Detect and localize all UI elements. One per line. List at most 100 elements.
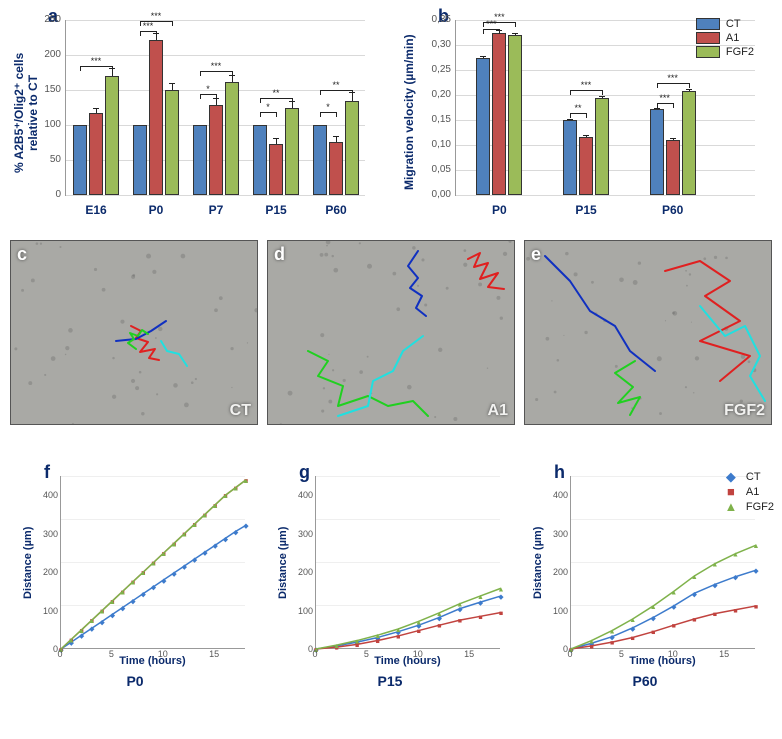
svg-text:◆: ◆ — [202, 550, 208, 557]
svg-text:▲: ▲ — [191, 522, 198, 529]
line-legend-item-FGF2: ▲FGF2 — [720, 500, 774, 513]
svg-text:■: ■ — [651, 630, 655, 637]
svg-text:■: ■ — [458, 618, 462, 625]
svg-text:▲: ▲ — [171, 541, 178, 548]
svg-text:▲: ▲ — [395, 627, 402, 634]
svg-text:▲: ▲ — [498, 586, 505, 593]
svg-text:▲: ▲ — [201, 512, 208, 519]
panel-e-label: e — [531, 244, 541, 265]
xcat-P60: P60 — [311, 203, 361, 217]
svg-text:◆: ◆ — [692, 591, 698, 598]
svg-text:◆: ◆ — [753, 568, 759, 575]
bar-P15-CT — [563, 120, 577, 195]
micrograph-d: d A1 — [267, 240, 515, 425]
svg-text:◆: ◆ — [498, 594, 504, 601]
micrograph-e: eFGF2 — [524, 240, 772, 425]
linechart-ytitle: Distance (µm) — [532, 476, 544, 649]
xcat-P7: P7 — [191, 203, 241, 217]
svg-text:◆: ◆ — [171, 571, 177, 578]
figure-root: a % A2B5⁺/Olig2⁺ cells relative to CT 05… — [0, 0, 782, 739]
svg-text:▲: ▲ — [129, 580, 136, 587]
svg-text:◆: ◆ — [130, 599, 136, 606]
svg-text:▲: ▲ — [588, 639, 595, 646]
svg-text:■: ■ — [610, 640, 614, 647]
svg-text:■: ■ — [417, 629, 421, 636]
legend-top: CTA1FGF2 — [696, 18, 754, 60]
xcat-P15: P15 — [251, 203, 301, 217]
svg-text:◆: ◆ — [478, 600, 484, 607]
line-legend-item-A1: ■A1 — [720, 485, 774, 498]
svg-text:▲: ▲ — [732, 552, 739, 559]
svg-text:◆: ◆ — [651, 615, 657, 622]
svg-text:■: ■ — [437, 623, 441, 630]
linechart-xtitle: Time (hours) — [315, 655, 500, 667]
svg-text:■: ■ — [396, 634, 400, 641]
svg-text:▲: ▲ — [374, 633, 381, 640]
svg-text:◆: ◆ — [712, 582, 718, 589]
bar-P15-FGF2 — [285, 108, 299, 195]
svg-text:▲: ▲ — [609, 629, 616, 636]
svg-text:▲: ▲ — [232, 486, 239, 493]
bar-P0-A1 — [149, 40, 163, 195]
svg-text:▲: ▲ — [181, 532, 188, 539]
xcat-P60: P60 — [648, 203, 698, 217]
svg-text:■: ■ — [713, 612, 717, 619]
bar-P15-CT — [253, 125, 267, 195]
xcat-P15: P15 — [561, 203, 611, 217]
svg-text:◆: ◆ — [233, 529, 239, 536]
linechart-caption-P0: P0 — [20, 673, 250, 689]
svg-text:▲: ▲ — [212, 503, 219, 510]
panel-c-label: c — [17, 244, 27, 265]
micrograph-c: c CT — [10, 240, 258, 425]
svg-text:▲: ▲ — [99, 609, 106, 616]
svg-text:■: ■ — [499, 610, 503, 617]
panel-d-label: d — [274, 244, 285, 265]
svg-text:◆: ◆ — [120, 605, 126, 612]
legend-item-FGF2: FGF2 — [696, 46, 754, 58]
svg-text:▲: ▲ — [629, 617, 636, 624]
svg-text:▲: ▲ — [222, 493, 229, 500]
panel-a-chart: a % A2B5⁺/Olig2⁺ cells relative to CT 05… — [10, 10, 370, 225]
bar-P0-A1 — [492, 33, 506, 196]
svg-text:▲: ▲ — [243, 478, 250, 485]
bar-P0-CT — [476, 58, 490, 196]
svg-text:◆: ◆ — [733, 575, 739, 582]
xcat-E16: E16 — [71, 203, 121, 217]
bar-P15-FGF2 — [595, 98, 609, 196]
svg-text:■: ■ — [478, 614, 482, 621]
svg-text:▲: ▲ — [150, 561, 157, 568]
svg-text:▲: ▲ — [88, 618, 95, 625]
bar-P0-CT — [133, 125, 147, 195]
svg-text:▲: ▲ — [78, 628, 85, 635]
panel-a-y-title: % A2B5⁺/Olig2⁺ cells relative to CT — [12, 30, 26, 195]
bar-P60-A1 — [329, 142, 343, 195]
panel-b-chart: b Migration velocity (µm/min) 0,000,050,… — [400, 10, 760, 225]
svg-text:▲: ▲ — [477, 594, 484, 601]
xcat-P0: P0 — [131, 203, 181, 217]
linechart-ytitle: Distance (µm) — [22, 476, 34, 649]
svg-text:▲: ▲ — [333, 643, 340, 650]
svg-text:▲: ▲ — [140, 570, 147, 577]
svg-text:■: ■ — [754, 604, 758, 611]
bar-E16-CT — [73, 125, 87, 195]
bar-P60-CT — [650, 109, 664, 195]
svg-text:◆: ◆ — [99, 619, 105, 626]
panel-f-label: f — [44, 462, 50, 483]
panel-a-plot: 050100150200250E16P0P7P15P60************… — [65, 20, 365, 196]
bar-P60-A1 — [666, 140, 680, 195]
linechart-g: gDistance (µm)◆◆◆◆◆◆◆◆◆◆■■■■■■■■■■▲▲▲▲▲▲… — [275, 468, 505, 693]
micrograph-caption-A1: A1 — [488, 402, 508, 420]
bar-P0-FGF2 — [165, 90, 179, 195]
bar-E16-FGF2 — [105, 76, 119, 195]
linechart-ytitle: Distance (µm) — [277, 476, 289, 649]
bar-P60-FGF2 — [345, 101, 359, 196]
svg-text:■: ■ — [631, 635, 635, 642]
svg-text:▲: ▲ — [119, 589, 126, 596]
svg-text:▲: ▲ — [68, 637, 75, 644]
legend-item-A1: A1 — [696, 32, 754, 44]
svg-text:▲: ▲ — [354, 639, 361, 646]
panel-b-y-title: Migration velocity (µm/min) — [402, 30, 416, 195]
micrograph-caption-CT: CT — [230, 402, 251, 420]
svg-text:▲: ▲ — [415, 619, 422, 626]
panel-h-label: h — [554, 462, 565, 483]
